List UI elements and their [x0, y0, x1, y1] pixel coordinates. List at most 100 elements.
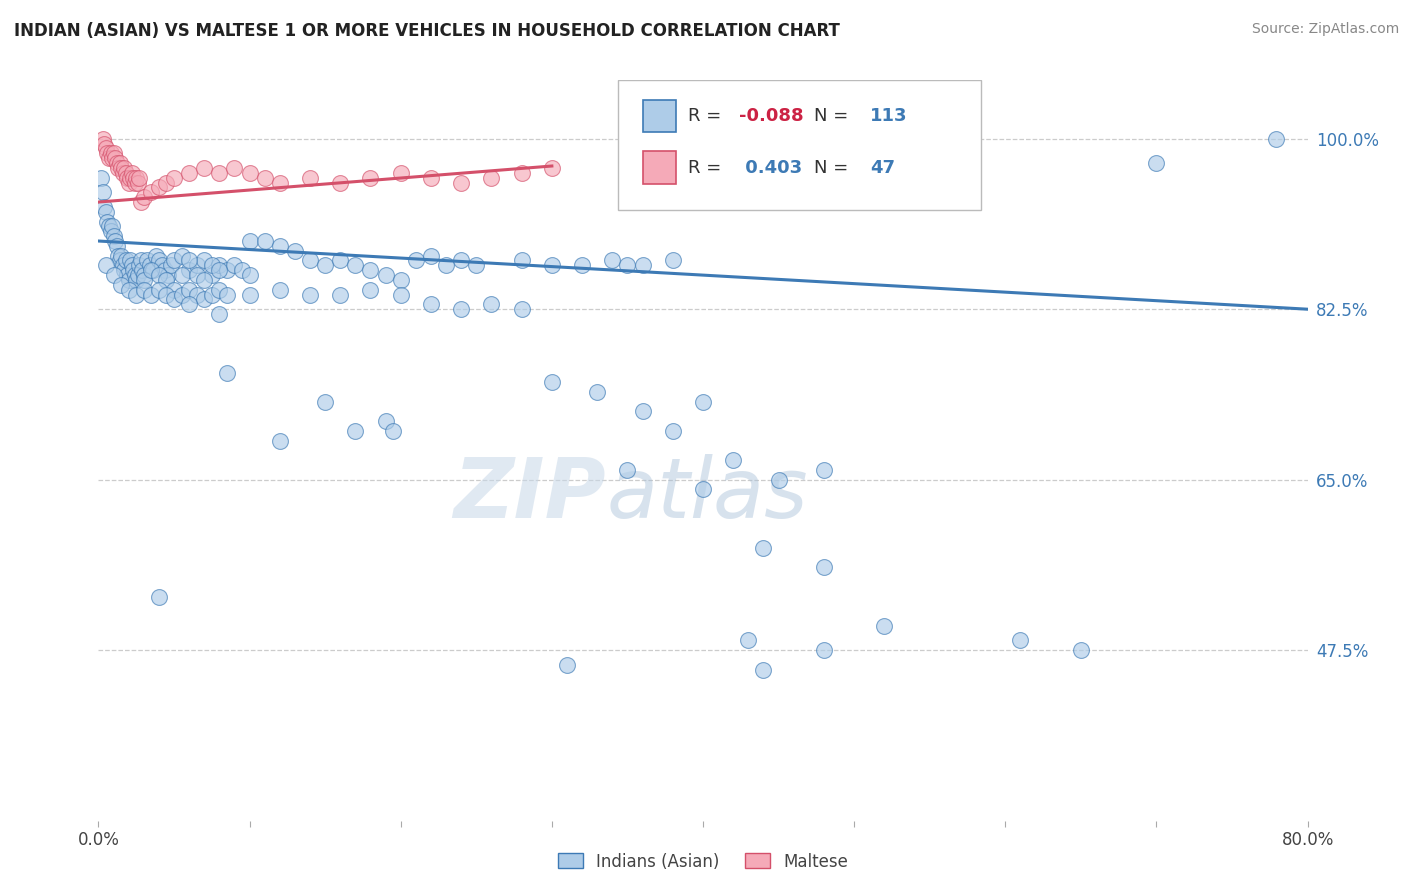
Point [269, 239, 291, 253]
Point [98, 151, 121, 165]
Point [360, 170, 382, 185]
Point [120, 170, 142, 185]
Point [540, 259, 562, 273]
Point [145, 249, 167, 263]
Point [201, 287, 224, 301]
Point [93, 136, 115, 151]
Point [127, 176, 149, 190]
Point [118, 283, 141, 297]
Point [128, 170, 150, 185]
Text: 113: 113 [870, 107, 907, 125]
Text: N =: N = [814, 107, 855, 125]
Point [155, 273, 177, 287]
Point [299, 170, 322, 185]
Point [110, 161, 132, 175]
Point [813, 463, 835, 477]
Point [141, 287, 163, 301]
Point [94, 204, 117, 219]
Point [224, 161, 246, 175]
Point [127, 268, 149, 282]
Point [179, 283, 201, 297]
Point [723, 453, 745, 467]
Point [124, 268, 146, 282]
Point [329, 287, 352, 301]
Point [420, 297, 443, 311]
Point [153, 263, 176, 277]
Point [616, 259, 638, 273]
Point [737, 633, 759, 648]
Point [101, 151, 124, 165]
Point [94, 141, 117, 155]
Point [768, 473, 790, 487]
Point [101, 219, 124, 234]
Point [382, 424, 405, 438]
Text: atlas: atlas [606, 454, 808, 535]
Point [96, 214, 118, 228]
Point [114, 166, 136, 180]
Point [148, 253, 170, 268]
FancyBboxPatch shape [619, 80, 981, 210]
Point [389, 287, 412, 301]
Point [93, 200, 115, 214]
Point [752, 663, 775, 677]
Point [122, 170, 145, 185]
Point [269, 434, 291, 448]
Point [253, 234, 276, 248]
Point [631, 259, 654, 273]
Point [125, 170, 148, 185]
Point [110, 277, 132, 292]
Point [104, 234, 127, 248]
Point [1070, 643, 1092, 657]
Point [208, 259, 231, 273]
Point [155, 176, 177, 190]
Point [155, 287, 177, 301]
Point [141, 263, 163, 277]
Point [239, 287, 262, 301]
Point [120, 253, 142, 268]
Point [329, 253, 352, 268]
Point [450, 253, 472, 268]
Point [94, 259, 117, 273]
Point [115, 170, 138, 185]
Point [586, 384, 609, 399]
Point [148, 180, 170, 194]
Point [193, 253, 215, 268]
Point [344, 424, 367, 438]
Point [284, 244, 307, 258]
Point [344, 259, 367, 273]
Point [253, 170, 276, 185]
Point [540, 376, 562, 390]
Point [135, 253, 157, 268]
Point [269, 283, 291, 297]
Point [111, 166, 134, 180]
Point [374, 268, 396, 282]
Point [186, 268, 208, 282]
Point [122, 263, 145, 277]
Point [481, 297, 503, 311]
Point [118, 176, 141, 190]
Point [465, 259, 488, 273]
Point [121, 166, 143, 180]
Text: 47: 47 [870, 159, 894, 177]
Point [510, 302, 533, 317]
Text: -0.088: -0.088 [740, 107, 804, 125]
Point [215, 263, 238, 277]
Point [139, 259, 162, 273]
Point [103, 229, 125, 244]
Point [434, 259, 457, 273]
Point [239, 234, 262, 248]
Point [420, 249, 443, 263]
Point [239, 166, 262, 180]
Point [103, 146, 125, 161]
Point [813, 643, 835, 657]
Point [148, 283, 170, 297]
Point [150, 259, 173, 273]
Point [602, 253, 624, 268]
Point [108, 156, 131, 170]
Point [1264, 132, 1286, 146]
Point [208, 166, 231, 180]
Point [148, 590, 170, 604]
Point [1010, 633, 1032, 648]
Point [208, 263, 231, 277]
Text: INDIAN (ASIAN) VS MALTESE 1 OR MORE VEHICLES IN HOUSEHOLD CORRELATION CHART: INDIAN (ASIAN) VS MALTESE 1 OR MORE VEHI… [14, 22, 839, 40]
